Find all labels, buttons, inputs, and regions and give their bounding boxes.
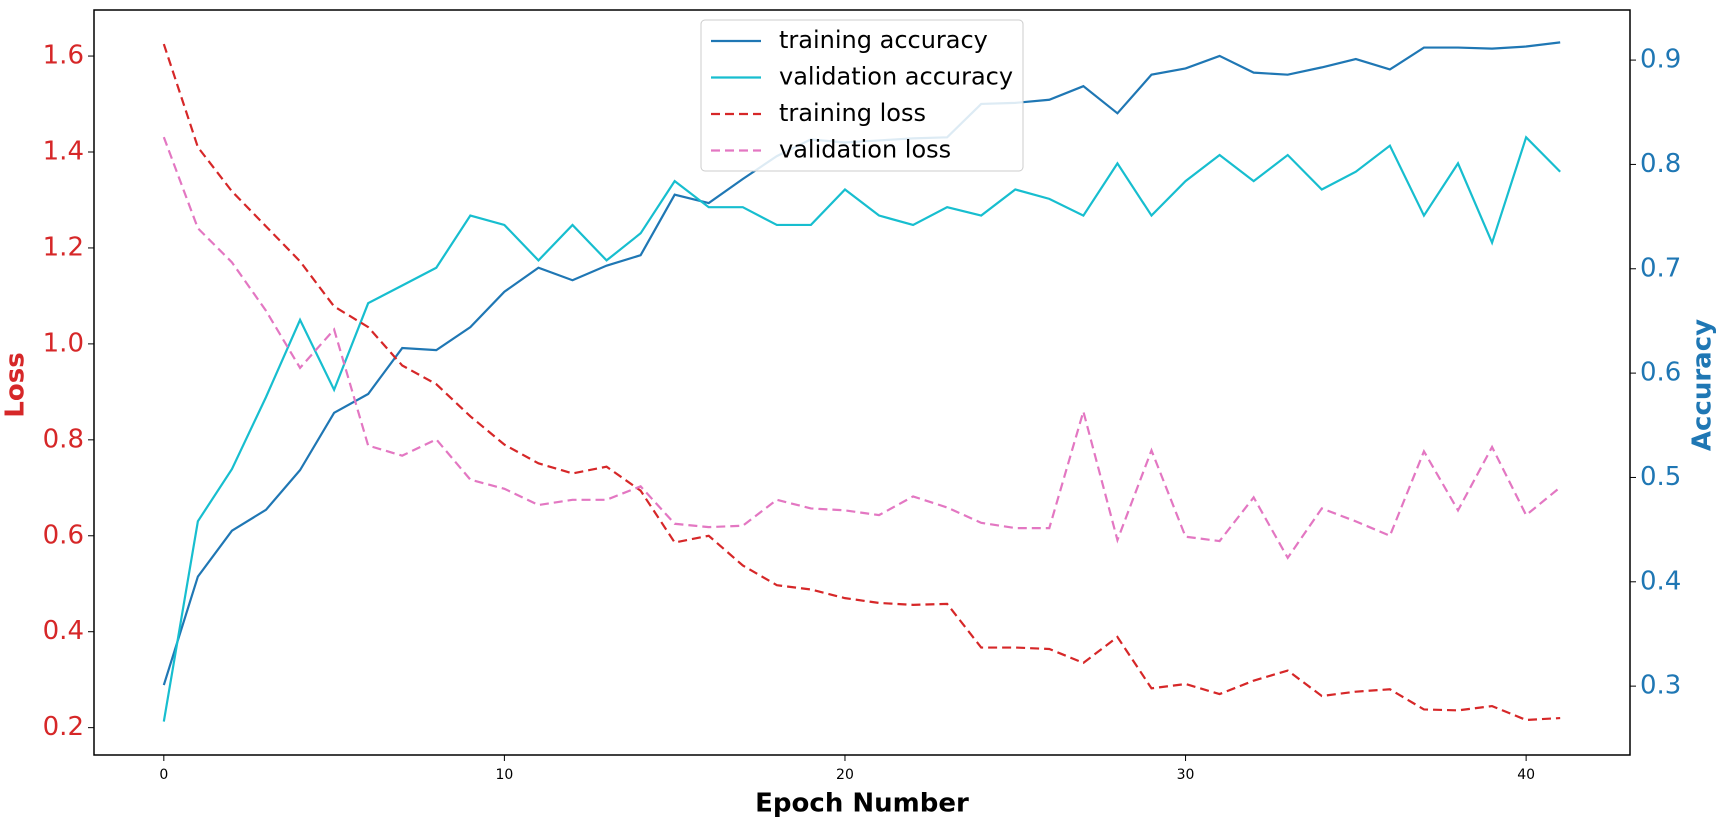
data-line <box>162 136 1561 560</box>
data-line <box>162 43 1561 722</box>
plot-frame <box>93 9 1631 756</box>
y-tick-label: 1.2 <box>43 232 84 262</box>
x-tick-label: 20 <box>836 767 854 783</box>
y2-tick-label: 0.4 <box>1640 566 1681 596</box>
x-tick-label: 30 <box>1177 767 1195 783</box>
x-axis-label: Epoch Number <box>755 789 969 818</box>
x-tick-label: 0 <box>159 767 168 783</box>
legend-label: validation accuracy <box>779 63 1013 91</box>
legend-label: validation loss <box>779 136 951 164</box>
y-tick-label: 0.4 <box>43 616 84 646</box>
y-tick-label: 0.6 <box>43 520 84 550</box>
y-tick-label: 0.8 <box>43 424 84 454</box>
y-axis-label: Loss <box>1 352 31 417</box>
y-tick-label: 1.6 <box>43 41 84 71</box>
y2-tick-label: 0.6 <box>1640 358 1681 388</box>
y-tick-label: 1.4 <box>43 136 84 166</box>
y-tick-label: 1.0 <box>43 328 84 358</box>
y2-tick-label: 0.7 <box>1640 253 1681 283</box>
y-tick-label: 0.2 <box>43 712 84 742</box>
legend-label: training loss <box>779 99 926 127</box>
y2-axis-label: Accuracy <box>1688 319 1718 451</box>
legend-box <box>700 19 1024 172</box>
x-tick-label: 40 <box>1517 767 1535 783</box>
y2-tick-label: 0.3 <box>1640 671 1681 701</box>
y2-tick-label: 0.8 <box>1640 149 1681 179</box>
x-tick-label: 10 <box>495 767 513 783</box>
data-line <box>162 135 1561 722</box>
y2-tick-label: 0.5 <box>1640 462 1681 492</box>
legend-label: training accuracy <box>779 26 988 54</box>
y2-tick-label: 0.9 <box>1640 45 1681 75</box>
